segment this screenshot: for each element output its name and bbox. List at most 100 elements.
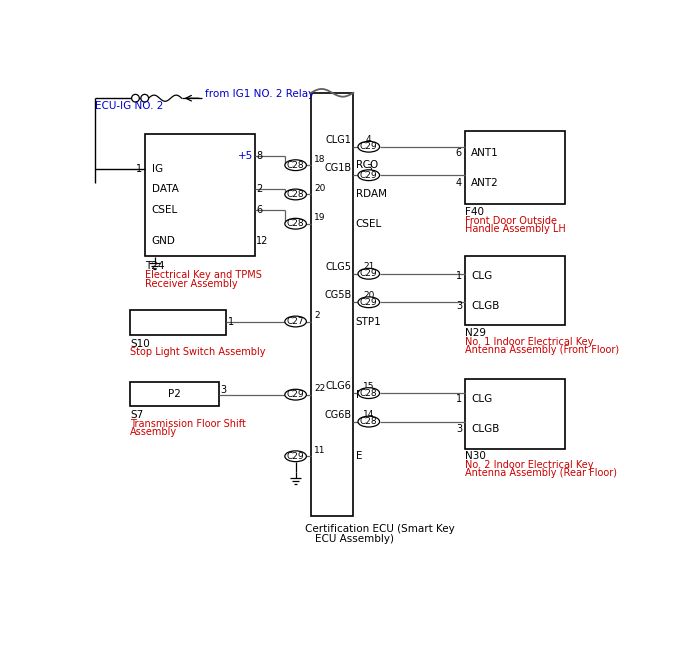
- Text: N30: N30: [465, 451, 486, 461]
- Text: S7: S7: [130, 411, 143, 420]
- Text: CG1B: CG1B: [325, 163, 352, 173]
- Text: 18: 18: [314, 155, 325, 164]
- Text: P: P: [356, 390, 362, 399]
- Text: CLG5: CLG5: [326, 262, 352, 272]
- Text: C28: C28: [287, 161, 304, 170]
- Text: C29: C29: [360, 298, 378, 307]
- Text: S10: S10: [130, 339, 150, 349]
- Text: 3: 3: [456, 301, 462, 311]
- Text: 20: 20: [363, 291, 374, 300]
- Text: 1: 1: [456, 271, 462, 281]
- Ellipse shape: [358, 417, 380, 427]
- Text: ECU Assembly): ECU Assembly): [315, 534, 394, 544]
- Text: No. 1 Indoor Electrical Key: No. 1 Indoor Electrical Key: [465, 336, 593, 347]
- Text: 4: 4: [456, 178, 462, 188]
- Bar: [130, 310, 226, 335]
- Text: RDAM: RDAM: [356, 190, 387, 199]
- Text: CLG1: CLG1: [326, 135, 352, 145]
- Text: CSEL: CSEL: [151, 205, 178, 215]
- Text: ECU-IG NO. 2: ECU-IG NO. 2: [96, 101, 164, 111]
- Text: Antenna Assembly (Front Floor): Antenna Assembly (Front Floor): [465, 345, 619, 355]
- Text: 12: 12: [257, 236, 269, 245]
- Text: 8: 8: [257, 151, 263, 161]
- Text: Receiver Assembly: Receiver Assembly: [145, 279, 238, 289]
- Ellipse shape: [285, 451, 306, 462]
- Text: 1: 1: [228, 317, 234, 327]
- Text: CLG: CLG: [471, 271, 493, 281]
- Text: CG5B: CG5B: [325, 290, 352, 300]
- Text: ANT2: ANT2: [471, 178, 499, 188]
- Bar: [130, 382, 219, 406]
- Text: IG: IG: [151, 164, 163, 174]
- Bar: [465, 132, 565, 205]
- Ellipse shape: [358, 297, 380, 308]
- Text: 3: 3: [220, 385, 226, 395]
- Text: DATA: DATA: [151, 184, 178, 194]
- Ellipse shape: [358, 388, 380, 399]
- Text: Handle Assembly LH: Handle Assembly LH: [465, 224, 566, 234]
- Ellipse shape: [285, 160, 306, 170]
- Bar: [145, 134, 255, 256]
- Text: Certification ECU (Smart Key: Certification ECU (Smart Key: [305, 524, 455, 534]
- Text: 22: 22: [314, 384, 325, 393]
- Text: Transmission Floor Shift: Transmission Floor Shift: [130, 419, 246, 429]
- Text: 20: 20: [314, 184, 325, 193]
- Ellipse shape: [285, 218, 306, 229]
- Text: RCO: RCO: [356, 160, 378, 170]
- Text: +5: +5: [238, 151, 253, 161]
- Text: C28: C28: [360, 417, 378, 426]
- Text: C29: C29: [287, 390, 304, 399]
- Text: Electrical Key and TPMS: Electrical Key and TPMS: [145, 270, 262, 280]
- Text: C28: C28: [287, 219, 304, 228]
- Ellipse shape: [358, 268, 380, 279]
- Circle shape: [131, 94, 139, 102]
- Text: 3: 3: [366, 164, 372, 173]
- Ellipse shape: [358, 170, 380, 180]
- Text: Front Door Outside: Front Door Outside: [465, 216, 557, 226]
- Text: C28: C28: [287, 190, 304, 199]
- Text: 19: 19: [314, 213, 325, 222]
- Circle shape: [141, 94, 149, 102]
- Text: 2: 2: [314, 311, 320, 320]
- Text: CG6B: CG6B: [325, 410, 352, 420]
- Text: 15: 15: [363, 382, 374, 391]
- Text: 11: 11: [314, 445, 325, 455]
- Text: Assembly: Assembly: [130, 428, 178, 438]
- Text: C29: C29: [360, 269, 378, 278]
- Text: 6: 6: [456, 148, 462, 158]
- Text: Stop Light Switch Assembly: Stop Light Switch Assembly: [130, 347, 266, 357]
- Text: C27: C27: [287, 317, 304, 326]
- Text: C28: C28: [360, 389, 378, 397]
- Text: CLGB: CLGB: [471, 301, 499, 311]
- Text: 1: 1: [456, 394, 462, 404]
- Ellipse shape: [285, 189, 306, 200]
- Bar: [311, 93, 354, 517]
- Text: from IG1 NO. 2 Relay: from IG1 NO. 2 Relay: [205, 89, 314, 99]
- Text: E: E: [356, 451, 362, 461]
- Text: 2: 2: [257, 184, 263, 194]
- Text: P2: P2: [168, 389, 181, 399]
- Text: GND: GND: [151, 236, 175, 245]
- Text: CSEL: CSEL: [356, 218, 382, 229]
- Text: 3: 3: [456, 424, 462, 434]
- Ellipse shape: [285, 390, 306, 400]
- Text: F40: F40: [465, 207, 484, 217]
- Text: STP1: STP1: [356, 316, 381, 326]
- Text: C29: C29: [360, 142, 378, 151]
- Text: C29: C29: [360, 170, 378, 180]
- Text: 4: 4: [366, 136, 372, 144]
- Text: No. 2 Indoor Electrical Key: No. 2 Indoor Electrical Key: [465, 460, 594, 470]
- Bar: [465, 256, 565, 325]
- Bar: [465, 379, 565, 449]
- Text: Antenna Assembly (Rear Floor): Antenna Assembly (Rear Floor): [465, 468, 617, 478]
- Text: 6: 6: [257, 205, 263, 215]
- Text: N29: N29: [465, 328, 486, 338]
- Text: T24: T24: [145, 261, 165, 271]
- Text: 21: 21: [363, 263, 374, 271]
- Text: ANT1: ANT1: [471, 148, 499, 158]
- Text: CLG6: CLG6: [326, 381, 352, 392]
- Ellipse shape: [285, 316, 306, 327]
- Ellipse shape: [358, 141, 380, 152]
- Text: C29: C29: [287, 452, 304, 461]
- Text: 1: 1: [136, 164, 142, 174]
